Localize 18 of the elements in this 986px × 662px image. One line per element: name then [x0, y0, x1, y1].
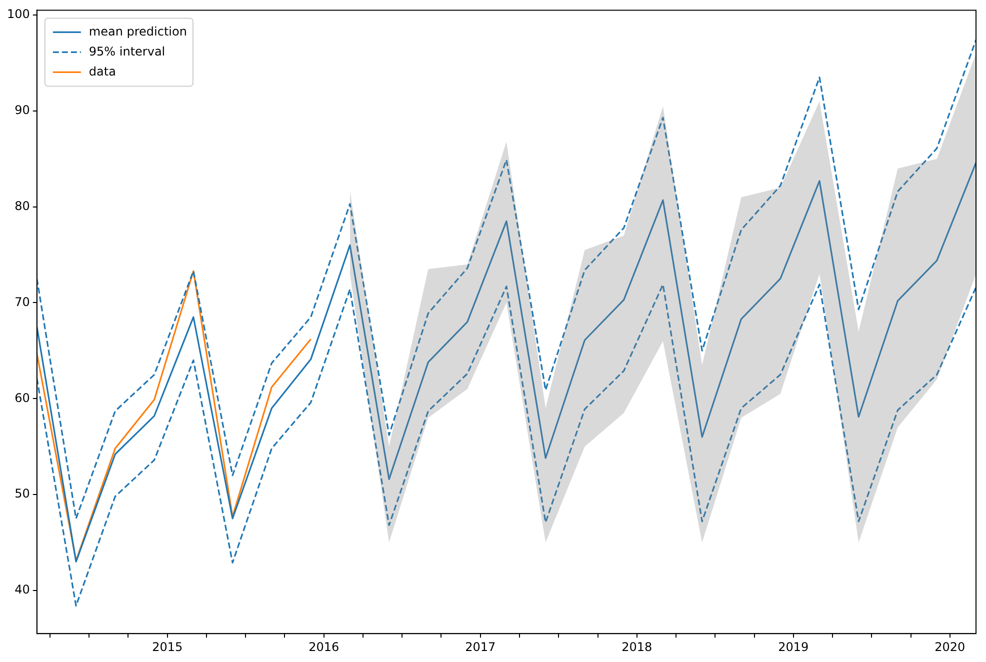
y-tick-label: 90	[14, 103, 30, 118]
legend-label: mean prediction	[88, 24, 187, 38]
line-series	[36, 39, 976, 520]
x-tick-label: 2015	[152, 640, 183, 654]
line-series	[36, 284, 976, 607]
x-tick-label: 2018	[622, 640, 652, 654]
y-tick-label: 100	[7, 7, 30, 22]
legend-label: data	[88, 64, 116, 78]
y-tick-label: 60	[14, 390, 30, 405]
y-tick-label: 80	[14, 198, 30, 213]
x-tick-label: 2019	[778, 640, 809, 654]
y-tick-label: 70	[14, 294, 30, 309]
y-tick-label: 50	[14, 486, 30, 501]
x-tick-label: 2017	[465, 640, 496, 654]
legend-label: 95% interval	[88, 44, 166, 58]
x-tick-label: 2016	[308, 640, 340, 654]
y-tick-label: 40	[14, 582, 30, 597]
x-tick-label: 2020	[934, 640, 966, 654]
